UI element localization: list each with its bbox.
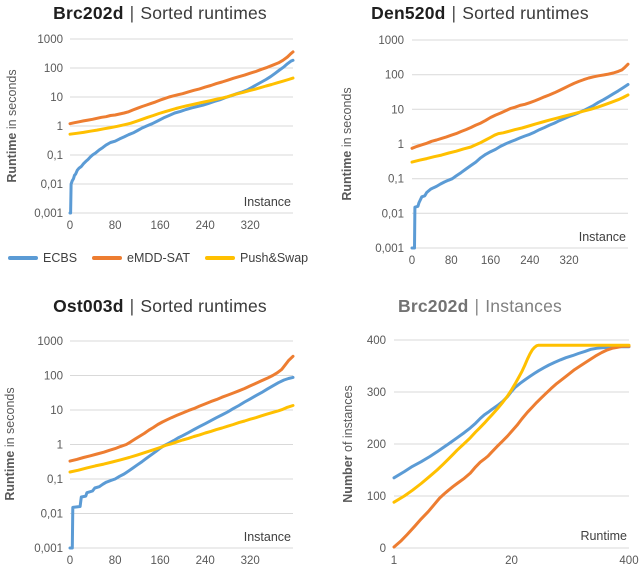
svg-text:Instance: Instance (244, 530, 291, 544)
svg-text:100: 100 (44, 63, 63, 75)
svg-text:Runtime: Runtime (580, 529, 627, 543)
svg-text:200: 200 (367, 439, 386, 451)
svg-text:160: 160 (481, 255, 500, 267)
chart-title-subtitle: Sorted runtimes (140, 296, 267, 316)
svg-text:400: 400 (619, 555, 638, 567)
y-axis-label-instances: Number of instances (341, 385, 355, 503)
svg-text:240: 240 (196, 555, 215, 567)
title-separator: | (451, 3, 457, 23)
svg-text:10: 10 (50, 405, 63, 417)
svg-text:0,1: 0,1 (47, 474, 63, 486)
svg-text:0,001: 0,001 (375, 243, 404, 255)
chart-title-subtitle: Sorted runtimes (140, 3, 267, 23)
legend-label: ECBS (43, 251, 78, 265)
chart-title-ost003d-runtimes: Ost003d | Sorted runtimes (0, 296, 320, 317)
svg-text:240: 240 (196, 220, 215, 232)
svg-text:1: 1 (57, 121, 63, 133)
svg-text:160: 160 (151, 220, 170, 232)
y-axis-label-runtime-3: Runtime in seconds (3, 387, 17, 501)
svg-text:10: 10 (50, 92, 63, 104)
chart-title-brc202d-instances: Brc202d | Instances (320, 296, 640, 317)
legend-swatch-push-swap (205, 256, 236, 260)
svg-text:100: 100 (385, 70, 404, 82)
svg-text:0,1: 0,1 (388, 174, 404, 186)
svg-text:80: 80 (109, 555, 122, 567)
svg-text:80: 80 (109, 220, 122, 232)
svg-text:20: 20 (505, 555, 518, 567)
svg-text:400: 400 (367, 335, 386, 347)
chart-title-subtitle: Sorted runtimes (462, 3, 589, 23)
svg-text:320: 320 (241, 555, 260, 567)
svg-text:160: 160 (151, 555, 170, 567)
svg-text:1: 1 (398, 139, 404, 151)
svg-text:1000: 1000 (378, 35, 404, 47)
chart-title-subtitle: Instances (485, 296, 562, 316)
chart-title-map: Brc202d (398, 296, 469, 316)
svg-text:320: 320 (560, 255, 579, 267)
y-axis-label-runtime-2: Runtime in seconds (340, 87, 354, 201)
svg-text:240: 240 (520, 255, 539, 267)
svg-text:0,001: 0,001 (34, 208, 63, 220)
svg-text:0: 0 (67, 220, 73, 232)
legend-item-push-swap: Push&Swap (205, 251, 308, 265)
svg-text:320: 320 (241, 220, 260, 232)
title-separator: | (129, 296, 135, 316)
svg-text:0,01: 0,01 (41, 509, 63, 521)
chart-legend: ECBS eMDD-SAT Push&Swap (8, 251, 308, 265)
chart-title-brc202d-runtimes: Brc202d | Sorted runtimes (0, 3, 320, 24)
svg-text:Instance: Instance (579, 230, 626, 244)
legend-swatch-ecbs (8, 256, 38, 260)
svg-text:0: 0 (67, 555, 73, 567)
chart-title-map: Ost003d (53, 296, 124, 316)
svg-text:1: 1 (57, 440, 63, 452)
svg-text:0,1: 0,1 (47, 150, 63, 162)
svg-text:1: 1 (391, 555, 397, 567)
svg-text:100: 100 (367, 491, 386, 503)
chart-title-map: Brc202d (53, 3, 124, 23)
legend-item-emdd-sat: eMDD-SAT (92, 251, 190, 265)
legend-label: eMDD-SAT (127, 251, 191, 265)
title-separator: | (474, 296, 480, 316)
svg-text:0: 0 (409, 255, 415, 267)
svg-text:1000: 1000 (37, 34, 63, 46)
svg-text:Instance: Instance (244, 195, 291, 209)
svg-text:10: 10 (391, 104, 404, 116)
legend-label: Push&Swap (240, 251, 309, 265)
svg-text:300: 300 (367, 387, 386, 399)
svg-text:0,01: 0,01 (382, 208, 404, 220)
legend-item-ecbs: ECBS (8, 251, 77, 265)
svg-text:100: 100 (44, 371, 63, 383)
svg-text:0: 0 (380, 543, 386, 555)
svg-text:80: 80 (445, 255, 458, 267)
y-axis-label-runtime-1: Runtime in seconds (5, 69, 19, 183)
svg-text:1000: 1000 (37, 336, 63, 348)
svg-text:0,01: 0,01 (41, 179, 63, 191)
legend-swatch-emdd-sat (92, 256, 123, 260)
title-separator: | (129, 3, 135, 23)
chart-title-map: Den520d (371, 3, 446, 23)
chart-title-den520d-runtimes: Den520d | Sorted runtimes (320, 3, 640, 24)
svg-text:0,001: 0,001 (34, 543, 63, 555)
